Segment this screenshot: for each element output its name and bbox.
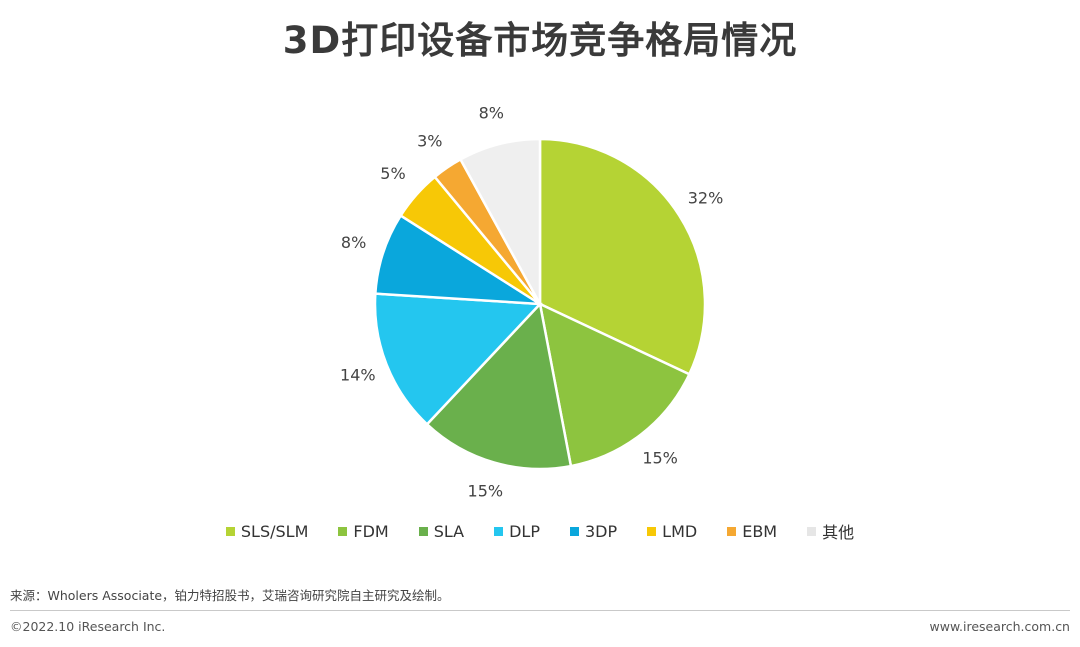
pie-slice-1	[538, 301, 691, 468]
legend-swatch	[338, 526, 348, 536]
pie-slice-7	[458, 137, 542, 305]
legend-label: 3DP	[585, 521, 618, 541]
pie-data-label-5: 5%	[380, 164, 405, 183]
legend-swatch	[807, 526, 817, 536]
legend-label: FDM	[353, 521, 389, 541]
legend-item-1: FDM	[338, 519, 389, 543]
pie-data-label-7: 8%	[479, 104, 504, 123]
pie-data-label-3: 14%	[340, 366, 376, 385]
legend-item-2: SLA	[418, 519, 465, 543]
legend-label: EBM	[742, 521, 778, 541]
pie-labels: 32% 15% 15% 14% 8% 5% 3% 8%	[340, 104, 723, 501]
legend-item-6: EBM	[727, 519, 777, 543]
legend-swatch	[727, 526, 737, 536]
pie-slice-0	[538, 137, 707, 376]
legend-swatch	[494, 526, 504, 536]
legend-label: LMD	[662, 521, 698, 541]
copyright-text: ©2022.10 iResearch Inc.	[10, 619, 166, 634]
legend-label: SLA	[433, 521, 465, 541]
legend-label: 其他	[822, 523, 855, 542]
source-note: 来源：Wholers Associate，铂力特招股书，艾瑞咨询研究院自主研究及…	[10, 588, 450, 603]
pie-slice-2	[425, 301, 573, 471]
legend-swatch	[418, 526, 428, 536]
legend-item-7: 其他	[807, 519, 854, 543]
chart-legend: SLS/SLM FDM SLA DLP 3DP LMD EBM 其他	[0, 519, 1080, 543]
legend-item-5: LMD	[647, 519, 697, 543]
legend-item-0: SLS/SLM	[225, 519, 309, 543]
chart-title: 3D打印设备市场竞争格局情况	[282, 19, 798, 62]
pie-data-label-2: 15%	[468, 482, 504, 501]
legend-label: DLP	[509, 521, 540, 541]
pie-slice-3	[373, 292, 543, 427]
pie-data-label-0: 32%	[688, 189, 724, 208]
pie-data-label-4: 8%	[341, 233, 366, 252]
footer-divider	[10, 610, 1070, 611]
legend-swatch	[570, 526, 579, 536]
pie-slices	[373, 137, 707, 471]
legend-swatch	[225, 526, 235, 536]
pie-data-label-6: 3%	[417, 131, 442, 150]
legend-item-3: DLP	[494, 519, 540, 543]
legend-item-4: 3DP	[570, 519, 617, 543]
website-text: www.iresearch.com.cn	[929, 619, 1071, 634]
legend-label: SLS/SLM	[240, 521, 309, 541]
pie-data-label-1: 15%	[642, 448, 678, 467]
legend-swatch	[647, 526, 657, 536]
